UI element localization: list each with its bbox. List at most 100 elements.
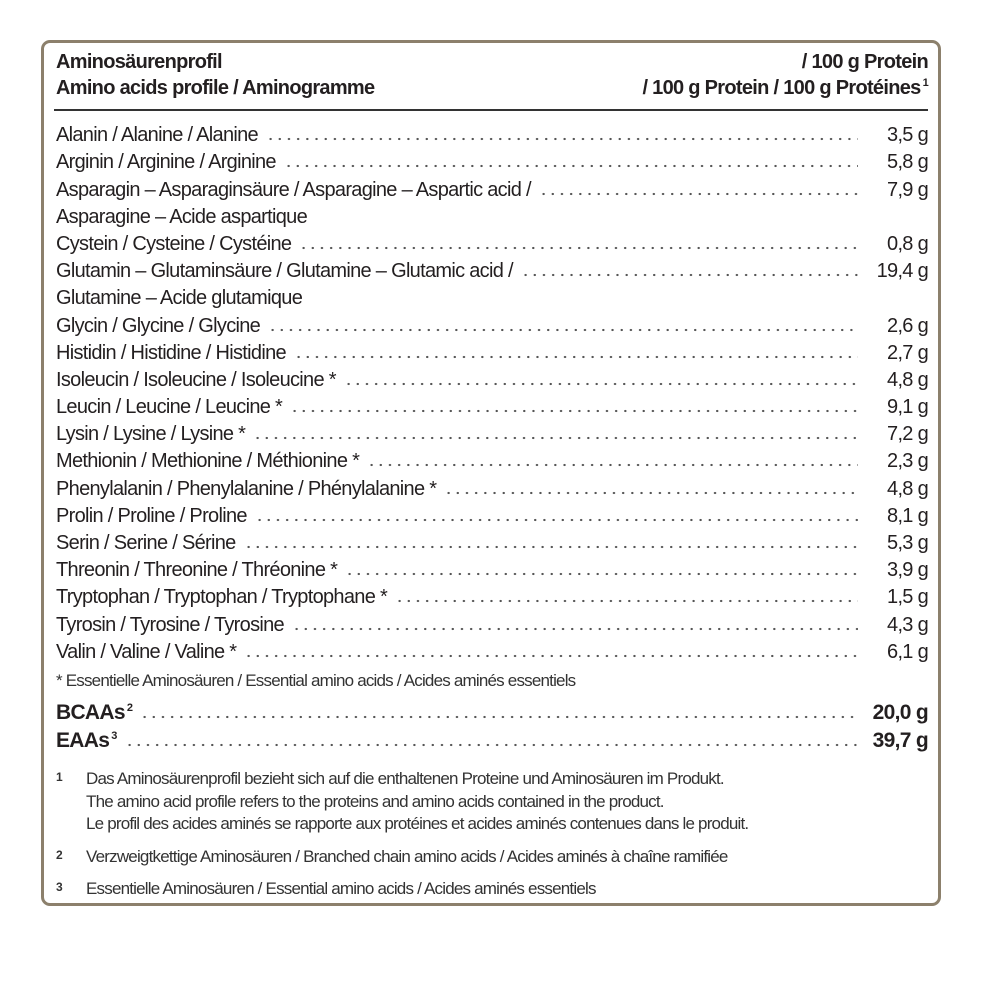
amino-acid-row: Threonin / Threonine / Thréonine * 3,9 g <box>56 555 929 582</box>
footnote-line: Das Aminosäurenprofil bezieht sich auf d… <box>86 769 725 788</box>
footnote-number: 1 <box>56 770 63 784</box>
amino-acid-name: Leucin / Leucine / Leucine * <box>56 396 283 419</box>
amino-acid-row: Alanin / Alanine / Alanine 3,5 g <box>56 120 929 147</box>
amino-acid-value: 1,5 g <box>887 586 929 609</box>
dot-leader <box>520 273 858 278</box>
amino-acid-row: Leucin / Leucine / Leucine * 9,1 g <box>56 392 929 419</box>
dot-leader <box>283 164 858 169</box>
amino-acid-name: Lysin / Lysine / Lysine * <box>56 423 246 446</box>
dot-leader <box>265 137 858 142</box>
amino-acid-name: Tyrosin / Tyrosine / Tyrosine <box>56 613 285 636</box>
dot-leader <box>124 743 858 747</box>
dot-leader <box>290 409 858 414</box>
amino-acid-row: Methionin / Methionine / Méthionine * 2,3… <box>56 446 929 473</box>
footnote: 1 Das Aminosäurenprofil bezieht sich auf … <box>56 769 749 837</box>
dot-leader <box>243 545 858 549</box>
amino-acid-value: 8,1 g <box>887 504 929 527</box>
amino-acid-name: Threonin / Threonine / Thréonine * <box>56 559 338 582</box>
dot-leader <box>395 599 858 604</box>
total-sup: 2 <box>126 702 133 714</box>
amino-acid-name: Glycin / Glycine / Glycine <box>56 314 261 337</box>
dot-leader <box>299 245 858 250</box>
amino-acid-value: 9,1 g <box>887 396 929 419</box>
amino-acid-row: Histidin / Histidine / Histidine 2,7 g <box>56 338 929 365</box>
amino-acid-row: Lysin / Lysine / Lysine * 7,2 g <box>56 419 929 446</box>
amino-acid-row: Tyrosin / Tyrosine / Tyrosine 4,3 g <box>56 609 929 636</box>
dot-leader <box>291 626 858 631</box>
amino-acid-name-continued: Glutamine – Acide glutamique <box>56 287 303 310</box>
amino-acid-value: 3,9 g <box>887 559 929 582</box>
amino-acid-row: Valin / Valine / Valine * 6,1 g <box>56 637 929 664</box>
amino-acid-name: Isoleucin / Isoleucine / Isoleucine * <box>56 368 337 391</box>
dot-leader <box>343 381 858 386</box>
amino-acid-value: 7,9 g <box>887 178 929 201</box>
dot-leader <box>140 715 858 719</box>
amino-acid-name: Alanin / Alanine / Alanine <box>56 124 259 147</box>
dot-leader <box>268 327 858 332</box>
amino-acid-row: Prolin / Proline / Proline 8,1 g <box>56 501 929 528</box>
amino-acid-value: 4,3 g <box>887 613 929 636</box>
dot-leader <box>244 653 858 658</box>
footnote-number: 2 <box>56 848 63 862</box>
amino-acid-name: Arginin / Arginine / Arginine <box>56 151 277 174</box>
total-value: 20,0 g <box>872 701 929 724</box>
amino-acid-value: 5,3 g <box>887 532 929 554</box>
amino-acid-name: Valin / Valine / Valine * <box>56 640 237 663</box>
total-name: EAAs 3 <box>56 729 117 753</box>
amino-acid-name: Histidin / Histidine / Histidine <box>56 341 287 364</box>
amino-acid-row-continued: Glutamine – Acide glutamique <box>56 283 928 310</box>
amino-acid-value: 0,8 g <box>887 232 929 255</box>
unit-sup: 1 <box>922 77 929 89</box>
footnote-line: Essentielle Aminosäuren / Essential amin… <box>86 879 596 898</box>
total-value: 39,7 g <box>872 729 929 752</box>
dot-leader <box>538 191 858 196</box>
amino-acid-value: 2,3 g <box>887 450 929 473</box>
amino-acid-name: Tryptophan / Tryptophan / Tryptophane * <box>56 586 388 609</box>
total-label: EAAs <box>56 729 110 752</box>
amino-acid-row: Cystein / Cysteine / Cystéine 0,8 g <box>56 229 929 256</box>
amino-acid-name-continued: Asparagine – Acide aspartique <box>56 205 308 228</box>
unit-de: / 100 g Protein <box>801 51 929 73</box>
amino-acid-name: Serin / Serine / Sérine <box>56 532 236 554</box>
dot-leader <box>367 463 858 468</box>
amino-acid-value: 2,6 g <box>887 314 929 337</box>
amino-acid-name: Methionin / Methionine / Méthionine * <box>56 450 360 473</box>
header-divider <box>54 109 928 111</box>
footnote: 2 Verzweigtkettige Aminosäuren / Branched… <box>56 847 728 870</box>
dot-leader <box>254 517 858 522</box>
essential-note: * Essentielle Aminosäuren / Essential am… <box>56 671 576 690</box>
amino-acid-list: Alanin / Alanine / Alanine 3,5 g Arginin /… <box>56 120 929 664</box>
total-name: BCAAs 2 <box>56 701 133 725</box>
header-row-2: Amino acids profile / Aminogramme / 100 … <box>56 77 929 100</box>
dot-leader <box>253 436 858 441</box>
footnote-text: Verzweigtkettige Aminosäuren / Branched … <box>86 847 728 870</box>
footnote-line: Le profil des acides aminés se rapporte … <box>86 814 749 833</box>
amino-acid-name: Glutamin – Glutaminsäure / Glutamine – G… <box>56 260 514 283</box>
amino-acid-row: Serin / Serine / Sérine 5,3 g <box>56 528 929 555</box>
amino-acid-value: 4,8 g <box>887 368 929 391</box>
amino-acid-row-continued: Asparagine – Acide aspartique <box>56 202 928 229</box>
footnote: 3 Essentielle Aminosäuren / Essential ami… <box>56 879 596 902</box>
total-row: EAAs 3 39,7 g <box>56 725 929 753</box>
amino-acid-name: Asparagin – Asparaginsäure / Asparagine … <box>56 178 532 201</box>
amino-acid-value: 7,2 g <box>887 423 929 446</box>
footnote-text: Das Aminosäurenprofil bezieht sich auf d… <box>86 769 749 837</box>
footnote-text: Essentielle Aminosäuren / Essential amin… <box>86 879 596 902</box>
title-en-fr: Amino acids profile / Aminogramme <box>56 77 375 99</box>
amino-acid-name: Prolin / Proline / Proline <box>56 504 247 527</box>
amino-acid-profile-panel: Aminosäurenprofil / 100 g Protein Amino … <box>41 40 941 906</box>
dot-leader <box>345 572 858 577</box>
amino-acid-name: Cystein / Cysteine / Cystéine <box>56 232 292 255</box>
dot-leader <box>444 490 858 495</box>
dot-leader <box>293 354 858 359</box>
total-row: BCAAs 2 20,0 g <box>56 697 929 725</box>
amino-acid-row: Phenylalanin / Phenylalanine / Phénylala… <box>56 473 929 500</box>
header-row-1: Aminosäurenprofil / 100 g Protein <box>56 51 929 74</box>
total-label: BCAAs <box>56 701 126 724</box>
footnote-line: Verzweigtkettige Aminosäuren / Branched … <box>86 847 728 866</box>
amino-acid-name: Phenylalanin / Phenylalanine / Phénylala… <box>56 477 437 500</box>
footnote-line: The amino acid profile refers to the pro… <box>86 791 665 811</box>
amino-acid-value: 5,8 g <box>887 151 929 174</box>
footnote-number: 3 <box>56 880 63 894</box>
amino-acid-value: 6,1 g <box>887 640 929 663</box>
